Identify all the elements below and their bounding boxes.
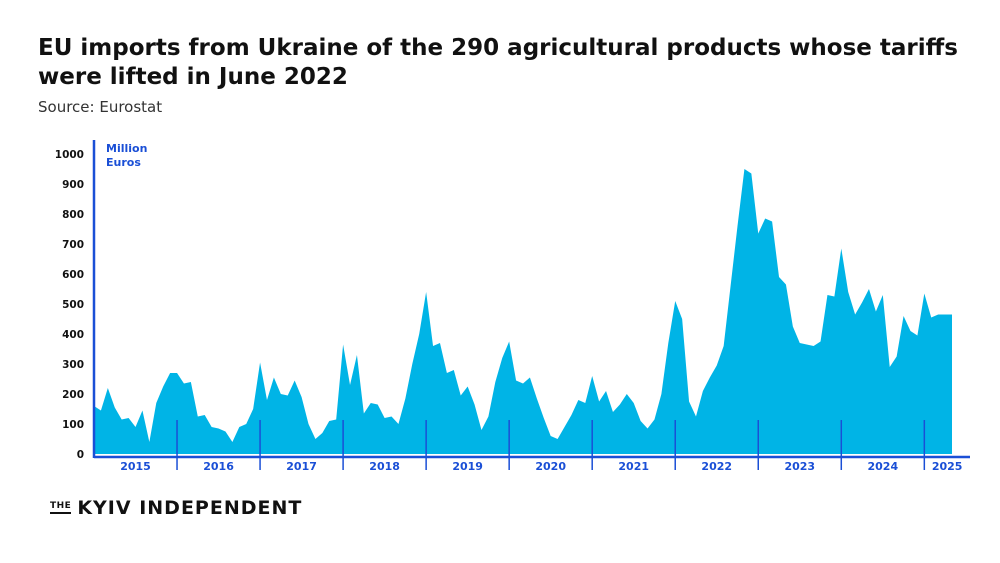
x-tick-label: 2021 [618, 460, 649, 473]
x-tick-label: 2022 [701, 460, 732, 473]
x-tick-label: 2016 [203, 460, 234, 473]
logo-prefix: THE [50, 501, 72, 514]
chart-container: Million Euros 0 100 200 300 400 500 600 700 800 9… [0, 130, 1000, 484]
logo-name: KYIV INDEPENDENT [77, 497, 303, 519]
x-tick-label: 2018 [369, 460, 400, 473]
x-tick-label: 2015 [120, 460, 151, 473]
y-axis-label-unit: Euros [106, 156, 141, 169]
y-tick-label: 700 [62, 239, 84, 251]
y-tick-label: 200 [62, 389, 84, 401]
y-tick-label: 500 [62, 299, 84, 311]
y-axis-label: Million [106, 142, 147, 155]
x-tick-label: 2024 [867, 460, 898, 473]
chart-title: EU imports from Ukraine of the 290 agric… [38, 35, 958, 90]
y-tick-label: 0 [77, 449, 84, 461]
source-note: Source: Eurostat [38, 98, 163, 116]
brand-logo: THE KYIV INDEPENDENT [50, 498, 302, 518]
x-tick-label: 2025 [932, 460, 963, 473]
area-chart: Million Euros 0 100 200 300 400 500 600 700 800 9… [55, 140, 970, 473]
y-tick-label: 900 [62, 179, 84, 191]
y-tick-label: 600 [62, 269, 84, 281]
x-tick-label: 2023 [784, 460, 815, 473]
y-tick-label: 1000 [55, 149, 84, 161]
x-tick-label: 2017 [286, 460, 317, 473]
x-tick-label: 2020 [535, 460, 566, 473]
area-series [94, 169, 952, 454]
y-tick-label: 300 [62, 359, 84, 371]
y-tick-label: 100 [62, 419, 84, 431]
y-tick-label: 400 [62, 329, 84, 341]
y-tick-label: 800 [62, 209, 84, 221]
x-tick-label: 2019 [452, 460, 483, 473]
